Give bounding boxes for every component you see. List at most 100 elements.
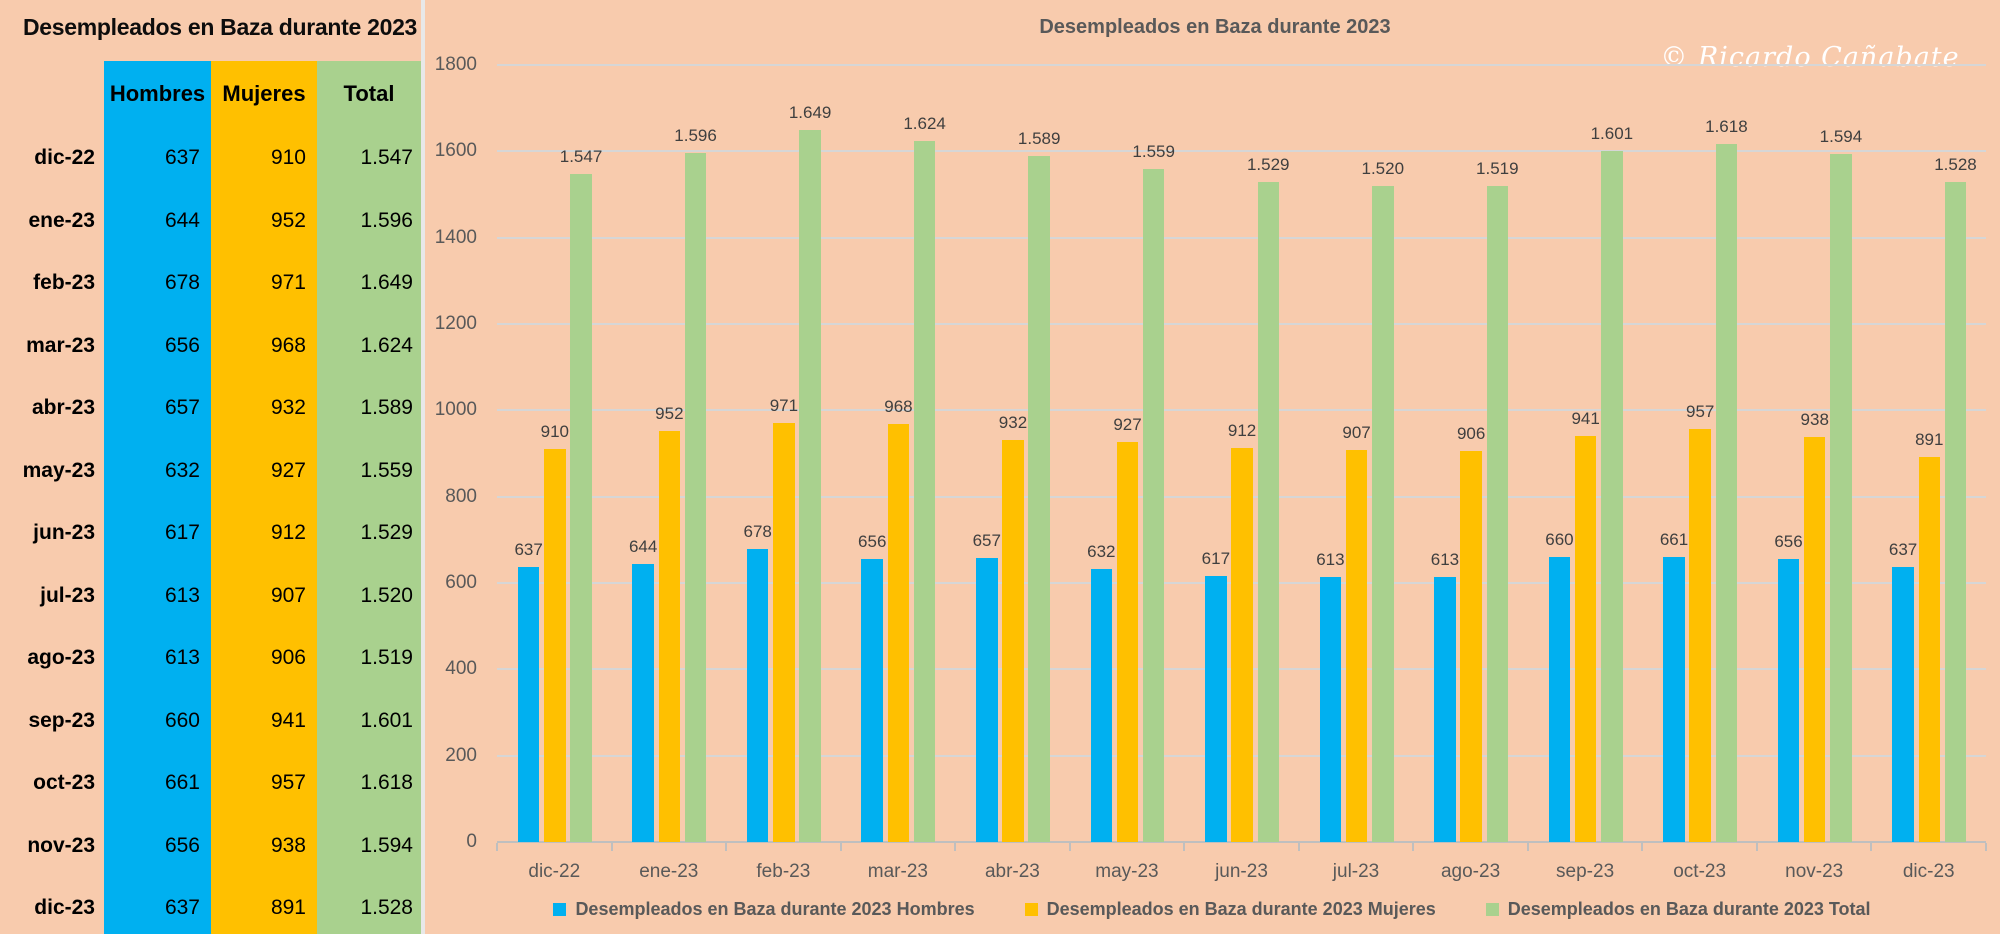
bar-mujeres <box>658 431 681 842</box>
y-axis-tick-label: 600 <box>445 572 477 593</box>
mujeres-value: 910 <box>270 146 306 170</box>
row-month-label: mar-23 <box>26 333 95 357</box>
bar-mujeres <box>1002 439 1024 842</box>
gridline <box>497 64 1986 66</box>
y-axis-tick-label: 1200 <box>434 313 477 334</box>
hombres-value: 637 <box>164 896 200 920</box>
bar-value-label: 678 <box>743 522 772 542</box>
bar-value-label: 1.618 <box>1705 116 1748 136</box>
bar-total <box>570 174 592 842</box>
table-row: mar-23 656 968 1.624 <box>0 315 421 378</box>
row-month-label: dic-23 <box>34 896 95 920</box>
gridline <box>497 409 1986 412</box>
bar-hombres <box>1777 558 1800 842</box>
x-axis-category-label: oct-23 <box>1673 861 1727 882</box>
mujeres-value: 941 <box>270 708 306 732</box>
mujeres-value: 968 <box>270 333 306 357</box>
bar-value-label: 1.624 <box>903 113 946 133</box>
table-row: oct-23 661 957 1.618 <box>0 752 421 815</box>
bar-hombres <box>632 564 654 842</box>
row-month-label: ago-23 <box>27 646 95 670</box>
bar-mujeres <box>773 422 795 842</box>
bar-total <box>1944 182 1967 842</box>
total-value: 1.649 <box>360 271 413 295</box>
column-header-hombres: Hombres <box>109 81 206 106</box>
bar-value-label: 932 <box>998 412 1028 432</box>
data-table-panel: Desempleados en Baza durante 2023 Hombre… <box>0 0 430 934</box>
gridline <box>497 236 1986 239</box>
legend-swatch-total <box>1485 903 1499 916</box>
legend-item-mujeres: Desempleados en Baza durante 2023 Mujere… <box>1024 899 1436 920</box>
column-header-mujeres: Mujeres <box>222 81 306 106</box>
bar-total <box>1830 153 1852 842</box>
bar-mujeres <box>544 449 566 842</box>
mujeres-value: 952 <box>270 208 306 232</box>
hombres-value: 632 <box>164 458 200 482</box>
x-axis-category-label: jul-23 <box>1332 861 1380 882</box>
bar-total <box>1601 150 1623 842</box>
bar-hombres <box>1663 556 1685 842</box>
bar-value-label: 660 <box>1545 530 1574 550</box>
total-column-fill <box>317 61 421 934</box>
bar-value-label: 1.594 <box>1819 126 1863 146</box>
bar-value-label: 906 <box>1456 423 1486 443</box>
mujeres-value: 912 <box>270 521 306 545</box>
mujeres-value: 907 <box>270 583 306 607</box>
y-axis: 0 200 400 600 800 1000 1200 1400 1600 1800 <box>430 54 477 852</box>
x-axis-tick <box>1755 843 1758 851</box>
bar-value-label: 1.528 <box>1934 155 1977 175</box>
table-row: ago-23 613 906 1.519 <box>0 627 421 690</box>
hombres-column-fill <box>104 61 211 934</box>
y-axis-tick-label: 0 <box>466 831 477 852</box>
bar-value-label: 957 <box>1686 401 1715 421</box>
bar-value-label: 1.559 <box>1132 142 1175 162</box>
bar-hombres <box>746 549 769 842</box>
x-axis-tick <box>1641 843 1644 851</box>
bar-hombres <box>1319 577 1342 842</box>
row-month-label: jun-23 <box>33 521 95 545</box>
total-value: 1.520 <box>360 583 413 607</box>
bar-total <box>1486 186 1509 842</box>
bar-mujeres <box>1116 441 1139 842</box>
x-axis-category-label: dic-23 <box>1902 861 1955 882</box>
mujeres-value: 891 <box>270 896 306 920</box>
mujeres-value: 927 <box>270 458 306 482</box>
x-axis-tick <box>610 843 613 851</box>
bar-value-label: 617 <box>1201 548 1231 568</box>
bar-value-label: 927 <box>1113 414 1142 434</box>
y-axis-tick-label: 1800 <box>434 54 477 75</box>
bar-value-label: 1.589 <box>1017 129 1061 149</box>
x-axis-category-label: feb-23 <box>756 861 811 882</box>
table-row: may-23 632 927 1.559 <box>0 440 421 503</box>
bar-total <box>913 140 936 842</box>
bar-hombres <box>517 567 540 842</box>
column-header-total: Total <box>343 81 395 106</box>
hombres-value: 678 <box>164 271 200 295</box>
chart-legend: Desempleados en Baza durante 2023 Hombre… <box>430 899 1994 920</box>
x-axis-category-label: jun-23 <box>1215 861 1268 882</box>
row-month-label: abr-23 <box>31 396 95 420</box>
bar-hombres <box>1434 577 1456 842</box>
y-axis-tick-label: 1400 <box>434 226 477 248</box>
hombres-value: 613 <box>164 646 200 670</box>
y-axis-tick-label: 1000 <box>434 399 477 421</box>
bar-value-label: 613 <box>1316 550 1345 570</box>
bar-mujeres <box>1345 450 1368 842</box>
bar-value-label: 1.547 <box>559 147 603 167</box>
bar-value-label: 1.520 <box>1361 158 1405 178</box>
x-axis: dic-22 ene-23 feb-23 mar-23 abr-23 may-23 jun-… <box>497 861 1986 885</box>
bar-mujeres <box>887 424 910 842</box>
bar-value-label: 661 <box>1659 529 1689 549</box>
total-value: 1.528 <box>360 896 413 920</box>
legend-label: Desempleados en Baza durante 2023 Mujere… <box>1046 899 1436 919</box>
bar-value-label: 1.596 <box>674 126 717 146</box>
x-axis-tick <box>954 843 957 851</box>
bar-value-label: 1.529 <box>1246 154 1290 174</box>
bar-mujeres <box>1231 448 1253 842</box>
legend-item-total: Desempleados en Baza durante 2023 Total <box>1485 899 1871 920</box>
bar-mujeres <box>1803 437 1826 842</box>
hombres-value: 613 <box>164 583 200 607</box>
x-axis-tick <box>1870 843 1873 851</box>
total-value: 1.596 <box>360 208 413 232</box>
